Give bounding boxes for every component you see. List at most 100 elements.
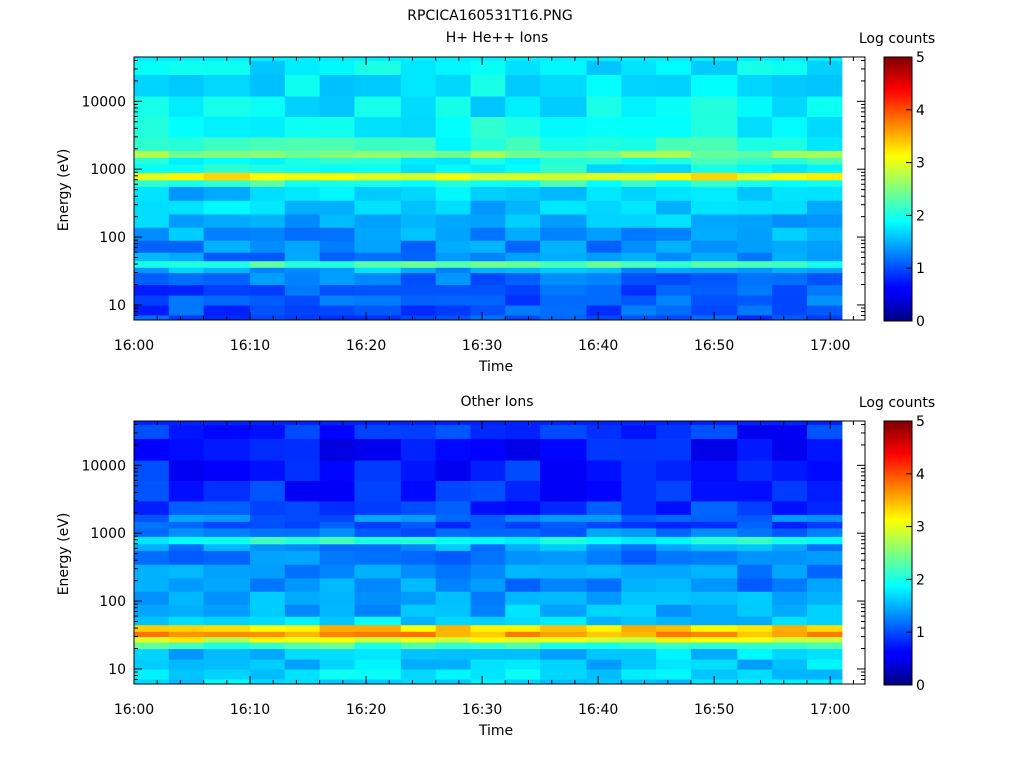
spectrogram-cell [284,636,321,643]
spectrogram-cell [134,527,170,537]
spectrogram-cell [505,459,541,481]
spectrogram-cell [690,500,738,515]
spectrogram-cell [319,480,356,502]
spectrogram-cell [168,60,205,75]
spectrogram-cell [772,536,808,545]
spectrogram-cell [284,424,321,439]
spectrogram-cell [621,200,657,215]
spectrogram-cell [284,172,321,181]
spectrogram-cell [319,315,356,320]
y-tick-label: 1000 [90,162,126,178]
spectrogram-cell [656,616,692,626]
spectrogram-cell [656,315,692,320]
spectrogram-cell [656,636,692,643]
spectrogram-cell [435,260,472,268]
spectrogram-cell [621,424,657,439]
spectrogram-cell [586,116,622,138]
spectrogram-cell [435,60,472,75]
spectrogram-cell [586,668,622,681]
spectrogram-cell [540,500,588,515]
spectrogram-cell [737,295,773,306]
spectrogram-cell [772,459,808,481]
spectrogram-cell [737,240,773,253]
spectrogram-cell [505,641,541,650]
spectrogram-cell [656,500,692,515]
spectrogram-cell [737,527,773,537]
spectrogram-cell [470,648,506,660]
spectrogram-cell [168,577,205,592]
spectrogram-cell [284,679,321,684]
spectrogram-cell [319,459,356,481]
spectrogram-cell [400,591,437,605]
spectrogram-cell [690,179,738,187]
spectrogram-cell [319,74,356,97]
spectrogram-cell [250,438,286,461]
spectrogram-cell [656,438,692,461]
spectrogram-cell [586,591,622,605]
spectrogram-cell [354,60,402,75]
spectrogram-cell [250,659,286,670]
spectrogram-cell [505,591,541,605]
spectrogram-cell [470,240,506,253]
spectrogram-cell [690,284,738,296]
spectrogram-cell [134,480,170,502]
spectrogram-cell [284,57,321,62]
spectrogram-cell [284,521,321,529]
spectrogram-cell [284,480,321,502]
spectrogram-cell [435,659,472,670]
spectrogram-cell [134,295,170,306]
spectrogram-cell [772,480,808,502]
spectrogram-cell [656,284,692,296]
spectrogram-cell [354,57,402,62]
spectrogram-cell [168,624,205,632]
spectrogram-cell [284,260,321,268]
spectrogram-cell [470,179,506,187]
colorbar-tick-label: 3 [916,520,925,536]
spectrogram-cell [319,284,356,296]
spectrogram-cell [354,116,402,138]
spectrogram-cell [737,564,773,579]
spectrogram-cell [505,536,541,545]
spectrogram-cell [284,668,321,681]
spectrogram-cell [400,636,437,643]
spectrogram-cell [621,641,657,650]
x-tick-label: 16:40 [578,338,618,354]
spectrogram-cell [400,57,437,62]
spectrogram-cell [435,604,472,617]
spectrogram-cell [540,227,588,241]
spectrogram-cell [586,536,622,545]
spectrogram-cell [586,272,622,286]
x-tick-label: 16:50 [694,702,734,718]
spectrogram-cell [400,200,437,215]
spectrogram-cell [168,57,205,62]
spectrogram-cells [134,57,843,320]
spectrogram-cell [470,74,506,97]
spectrogram-cell [505,240,541,253]
spectrogram-cell [250,267,286,274]
y-axis-label: Energy (eV) [56,513,72,596]
spectrogram-cell [470,668,506,681]
spectrogram-cell [134,240,170,253]
spectrogram-cell [772,57,808,62]
spectrogram-cell [621,459,657,481]
spectrogram-cell [134,172,170,181]
spectrogram-cell [772,116,808,138]
spectrogram-cell [737,421,773,426]
spectrogram-cell [621,157,657,165]
spectrogram-cell [586,150,622,158]
spectrogram-cell [505,157,541,165]
x-tick-label: 16:20 [346,702,386,718]
spectrogram-cell [319,95,356,117]
spectrogram-cell [505,60,541,75]
spectrogram-cell [470,136,506,151]
spectrogram-cell [470,591,506,605]
spectrogram-cell [806,163,843,173]
spectrogram-cell [505,527,541,537]
spectrogram-cell [737,57,773,62]
spectrogram-cell [621,668,657,681]
spectrogram-cell [354,616,402,626]
spectrogram-cell [284,136,321,151]
spectrogram-cell [656,543,692,551]
spectrogram-cell [250,260,286,268]
